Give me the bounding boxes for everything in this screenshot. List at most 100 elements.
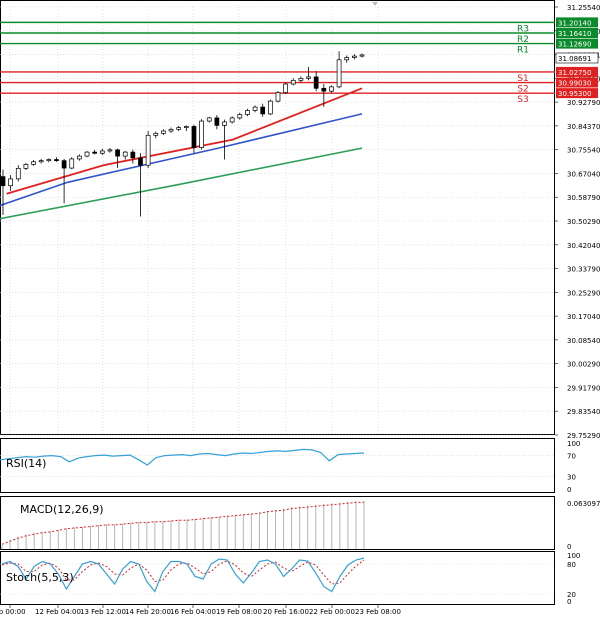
- candle-up: [99, 150, 105, 154]
- candle-up: [290, 79, 296, 85]
- candle-up: [183, 126, 189, 128]
- ma-blue-line: [0, 113, 363, 207]
- macd-title: MACD(12,26,9): [20, 503, 104, 516]
- level-tag-value-r2: 31.16410: [558, 30, 591, 38]
- y-tick-label: 30.50290: [567, 218, 600, 226]
- candle-up: [344, 57, 350, 61]
- candle-down: [130, 151, 136, 159]
- candle-up: [145, 134, 151, 166]
- rsi-line: [0, 448, 365, 466]
- candle-down: [138, 157, 143, 166]
- rsi-tick-label: 30: [567, 473, 576, 481]
- y-tick-label: 30.67040: [567, 170, 600, 178]
- level-tag-s2: [556, 77, 598, 88]
- y-tick-label: 30.92790: [567, 99, 600, 107]
- candle-up: [237, 114, 243, 119]
- level-tag-r1: [556, 38, 598, 49]
- y-tick-label: 30.42040: [567, 242, 600, 250]
- level-name-r3: R3: [517, 24, 529, 34]
- candle-up: [176, 127, 182, 130]
- x-tick-label: 14 Feb 20:00: [125, 608, 171, 616]
- current-price-tag: [555, 52, 599, 64]
- level-tag-value-s2: 30.99030: [558, 80, 591, 88]
- rsi-title: RSI(14): [6, 457, 46, 470]
- candle-up: [8, 178, 13, 187]
- level-tag-value-s3: 30.95300: [558, 90, 591, 98]
- y-tick-label: 31.25540: [567, 4, 600, 12]
- candle-up: [122, 151, 128, 157]
- candle-up: [329, 86, 334, 92]
- y-tick-label: 30.58790: [567, 194, 600, 202]
- macd-panel-frame: [0, 496, 555, 550]
- level-name-r2: R2: [517, 35, 529, 45]
- x-tick-label: 12 Feb 04:00: [35, 608, 81, 616]
- candle-up: [359, 54, 365, 57]
- ma-red-line: [6, 87, 363, 195]
- rsi-panel-frame: [0, 438, 555, 493]
- rsi-tick-label: 70: [567, 453, 576, 461]
- candle-up: [23, 164, 29, 169]
- candlesticks: [0, 51, 365, 217]
- x-tick-label: 22 Feb 00:00: [309, 608, 355, 616]
- candle-up: [306, 76, 311, 79]
- candle-up: [222, 121, 227, 126]
- candle-up: [46, 159, 52, 162]
- rsi-tick-label: 0: [567, 486, 571, 494]
- candle-down: [313, 76, 319, 89]
- stoch-panel-frame: [0, 551, 555, 605]
- stoch-tick-label: 20: [567, 591, 576, 599]
- main-panel-frame: [0, 0, 555, 435]
- level-name-s1: S1: [517, 74, 528, 84]
- main-grid: [0, 6, 555, 436]
- level-name-s3: S3: [517, 95, 528, 105]
- y-tick-label: 30.84370: [567, 123, 600, 131]
- macd-tick-label: 0: [567, 543, 571, 551]
- macd-histogram: [1, 500, 365, 549]
- candle-down: [214, 117, 220, 126]
- candle-up: [267, 100, 273, 115]
- level-name-s2: S2: [517, 85, 528, 95]
- candle-up: [352, 55, 357, 58]
- rsi-tick-label: 100: [567, 440, 580, 448]
- x-tick-label: 20 Feb 16:00: [263, 608, 309, 616]
- stoch-tick-label: 100: [567, 552, 580, 560]
- stoch-grid: [0, 563, 555, 595]
- candle-up: [298, 77, 304, 81]
- candle-up: [69, 158, 75, 169]
- candle-up: [245, 110, 250, 115]
- candle-up: [252, 106, 258, 111]
- candle-up: [283, 83, 288, 93]
- rsi-axis: 100 70 30 0: [567, 440, 580, 494]
- y-tick-label: 29.91790: [567, 384, 600, 392]
- candle-down: [260, 106, 266, 115]
- candle-down: [115, 149, 120, 157]
- x-tick-label: 23 Feb 08:00: [355, 608, 401, 616]
- candle-down: [191, 126, 197, 148]
- candle-up: [84, 151, 90, 157]
- level-tag-value-s1: 31.02750: [558, 69, 591, 77]
- y-tick-label: 30.00290: [567, 361, 600, 369]
- candle-up: [31, 161, 36, 165]
- level-tag-s1: [556, 66, 598, 77]
- y-tick-label: 30.17040: [567, 313, 600, 321]
- level-tag-value-r1: 31.12690: [558, 41, 591, 49]
- level-tag-r3: [556, 17, 598, 28]
- candle-down: [54, 159, 59, 162]
- x-tick-label: 16 Feb 04:00: [170, 608, 216, 616]
- candle-up: [15, 167, 21, 180]
- candle-up: [229, 117, 235, 123]
- y-tick-label: 30.75540: [567, 147, 600, 155]
- moving-averages: [0, 87, 363, 220]
- candle-up: [199, 120, 204, 148]
- ma-green-line: [0, 147, 363, 220]
- y-tick-label: 29.83540: [567, 408, 600, 416]
- candle-up: [161, 130, 166, 134]
- x-tick-label: 19 Feb 08:00: [216, 608, 262, 616]
- scroll-marker-icon: [372, 2, 378, 6]
- candle-up: [336, 59, 342, 88]
- y-tick-label: 30.33790: [567, 266, 600, 274]
- candle-up: [107, 149, 113, 152]
- candle-up: [206, 117, 212, 122]
